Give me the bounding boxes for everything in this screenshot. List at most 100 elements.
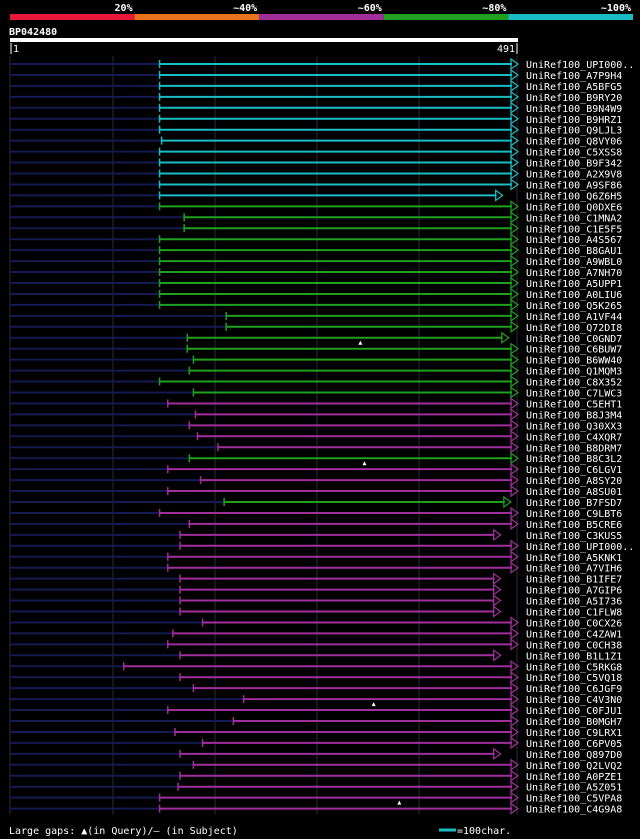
hit-name[interactable]: UniRef100_Q72DI8	[526, 323, 622, 334]
hit-name[interactable]: UniRef100_C5VPA8	[526, 794, 622, 805]
hit-row[interactable]: UniRef100_C6LGV1	[10, 462, 622, 476]
hit-row[interactable]: UniRef100_Q897D0	[10, 747, 622, 761]
hit-name[interactable]: UniRef100_A0PZE1	[526, 772, 622, 783]
hit-name[interactable]: UniRef100_A7GIP6	[526, 586, 622, 597]
hit-row[interactable]: UniRef100_A4S567	[10, 233, 622, 246]
hit-name[interactable]: UniRef100_C0CX26	[526, 618, 622, 629]
hit-row[interactable]: UniRef100_C1E5F5	[10, 222, 622, 235]
hit-name[interactable]: UniRef100_A7VIH6	[526, 564, 622, 575]
hit-name[interactable]: UniRef100_B8DRM7	[526, 443, 622, 454]
hit-row[interactable]: UniRef100_A9SF86	[10, 178, 622, 191]
hit-name[interactable]: UniRef100_Q5K265	[526, 301, 622, 312]
hit-row[interactable]: UniRef100_C1FLW8	[10, 605, 622, 619]
hit-row[interactable]: UniRef100_Q5K265	[10, 298, 622, 312]
hit-name[interactable]: UniRef100_A5Z051	[526, 783, 622, 794]
hit-row[interactable]: UniRef100_C0CX26	[10, 616, 622, 629]
hit-name[interactable]: UniRef100_B1IFE7	[526, 575, 622, 586]
hit-row[interactable]: UniRef100_B9F342	[10, 156, 622, 170]
hit-row[interactable]: UniRef100_Q6Z6H5	[10, 189, 622, 202]
hit-name[interactable]: UniRef100_C0FJU1	[526, 706, 622, 717]
hit-name[interactable]: UniRef100_Q0DXE6	[526, 202, 622, 213]
hit-row[interactable]: UniRef100_B8DRM7	[10, 441, 622, 454]
hit-name[interactable]: UniRef100_C4ZAW1	[526, 629, 622, 640]
hit-row[interactable]: UniRef100_C9LBT6	[10, 506, 622, 520]
hit-name[interactable]: UniRef100_B0MGH7	[526, 717, 622, 728]
hit-row[interactable]: UniRef100_B8C3L2	[10, 452, 622, 466]
hit-row[interactable]: UniRef100_C5RKG8	[10, 660, 622, 673]
hit-row[interactable]: UniRef100_A7VIH6	[10, 561, 622, 575]
hit-name[interactable]: UniRef100_A5UPP1	[526, 279, 622, 290]
hit-name[interactable]: UniRef100_C4V3N0	[526, 695, 622, 706]
hit-row[interactable]: UniRef100_A5KNK1	[10, 550, 622, 564]
hit-name[interactable]: UniRef100_B7FSD7	[526, 498, 622, 509]
hit-name[interactable]: UniRef100_C8X352	[526, 378, 622, 389]
hit-row[interactable]: UniRef100_C5VQ18	[10, 671, 622, 684]
hit-name[interactable]: UniRef100_A4S567	[526, 235, 622, 246]
hit-name[interactable]: UniRef100_B8C3L2	[526, 454, 622, 465]
hit-name[interactable]: UniRef100_C5RKG8	[526, 662, 622, 673]
hit-row[interactable]: UniRef100_B7FSD7	[10, 495, 622, 509]
hit-row[interactable]: UniRef100_B8GAU1	[10, 243, 622, 257]
hit-row[interactable]: UniRef100_C0CH38	[10, 638, 622, 651]
hit-name[interactable]: UniRef100_C7LWC3	[526, 389, 622, 400]
hit-name[interactable]: UniRef100_B9N4W9	[526, 104, 622, 115]
hit-row[interactable]: UniRef100_A7NH70	[10, 265, 622, 279]
hit-row[interactable]: UniRef100_C1MNA2	[10, 211, 622, 224]
hit-name[interactable]: UniRef100_Q8VY06	[526, 137, 622, 148]
hit-row[interactable]: UniRef100_B9RY20	[10, 90, 622, 104]
hit-row[interactable]: UniRef100_A8SU01	[10, 484, 622, 498]
hit-name[interactable]: UniRef100_UPI000..	[526, 542, 634, 553]
hit-row[interactable]: UniRef100_B0MGH7	[10, 714, 622, 728]
hit-name[interactable]: UniRef100_C9LRX1	[526, 728, 622, 739]
hit-name[interactable]: UniRef100_C5XSS8	[526, 148, 622, 159]
hit-row[interactable]: UniRef100_A5UPP1	[10, 276, 622, 290]
hit-name[interactable]: UniRef100_C4G9A8	[526, 805, 622, 816]
hit-name[interactable]: UniRef100_C6BUW7	[526, 345, 622, 356]
hit-row[interactable]: UniRef100_C5XSS8	[10, 145, 622, 159]
hit-row[interactable]: UniRef100_C4G9A8	[10, 802, 622, 816]
hit-row[interactable]: UniRef100_C7LWC3	[10, 386, 622, 400]
hit-row[interactable]: UniRef100_A8SY20	[10, 473, 622, 487]
hit-row[interactable]: UniRef100_A2X9V8	[10, 167, 622, 181]
hit-row[interactable]: UniRef100_B1IFE7	[10, 572, 622, 586]
hit-name[interactable]: UniRef100_A5BFG5	[526, 82, 622, 93]
hit-name[interactable]: UniRef100_A1VF44	[526, 312, 622, 323]
hit-row[interactable]: UniRef100_B9HRZ1	[10, 112, 622, 126]
hit-name[interactable]: UniRef100_B9F342	[526, 159, 622, 170]
hit-row[interactable]: UniRef100_A0PZE1	[10, 769, 622, 783]
hit-row[interactable]: UniRef100_B8J3M4	[10, 408, 622, 421]
hit-name[interactable]: UniRef100_C5EHT1	[526, 399, 622, 410]
hit-row[interactable]: UniRef100_Q72DI8	[10, 320, 622, 334]
hit-name[interactable]: UniRef100_Q9LJL3	[526, 126, 622, 137]
hit-row[interactable]: UniRef100_A7P9H4	[10, 68, 622, 82]
hit-row[interactable]: UniRef100_B6WW40	[10, 353, 622, 367]
hit-row[interactable]: UniRef100_B9N4W9	[10, 101, 622, 115]
hit-row[interactable]: UniRef100_Q2LVQ2	[10, 758, 622, 772]
hit-row[interactable]: UniRef100_B1L1Z1	[10, 649, 622, 662]
hit-name[interactable]: UniRef100_Q897D0	[526, 750, 622, 761]
hit-row[interactable]: UniRef100_UPI000..	[10, 539, 634, 553]
hit-row[interactable]: UniRef100_C0FJU1	[10, 703, 622, 717]
hit-name[interactable]: UniRef100_B8GAU1	[526, 246, 622, 257]
hit-row[interactable]: UniRef100_A5Z051	[10, 780, 622, 794]
hit-name[interactable]: UniRef100_C1E5F5	[526, 224, 622, 235]
hit-name[interactable]: UniRef100_A9SF86	[526, 180, 622, 191]
hit-name[interactable]: UniRef100_C6PV05	[526, 739, 622, 750]
hit-row[interactable]: UniRef100_A0LIU6	[10, 287, 622, 301]
hit-name[interactable]: UniRef100_C1FLW8	[526, 608, 622, 619]
hit-name[interactable]: UniRef100_A8SY20	[526, 476, 622, 487]
hit-name[interactable]: UniRef100_A8SU01	[526, 487, 622, 498]
hit-name[interactable]: UniRef100_A9WBL0	[526, 257, 622, 268]
hit-name[interactable]: UniRef100_A7P9H4	[526, 71, 622, 82]
hit-row[interactable]: UniRef100_C6PV05	[10, 736, 622, 750]
hit-name[interactable]: UniRef100_C0GND7	[526, 334, 622, 345]
hit-name[interactable]: UniRef100_Q30XX3	[526, 421, 622, 432]
hit-row[interactable]: UniRef100_A1VF44	[10, 309, 622, 323]
hit-row[interactable]: UniRef100_UPI000..	[10, 57, 634, 71]
hit-name[interactable]: UniRef100_Q2LVQ2	[526, 761, 622, 772]
hit-name[interactable]: UniRef100_C9LBT6	[526, 509, 622, 520]
hit-name[interactable]: UniRef100_C5VQ18	[526, 673, 622, 684]
hit-name[interactable]: UniRef100_UPI000..	[526, 60, 634, 71]
hit-row[interactable]: UniRef100_Q0DXE6	[10, 200, 622, 213]
hit-name[interactable]: UniRef100_B8J3M4	[526, 410, 622, 421]
